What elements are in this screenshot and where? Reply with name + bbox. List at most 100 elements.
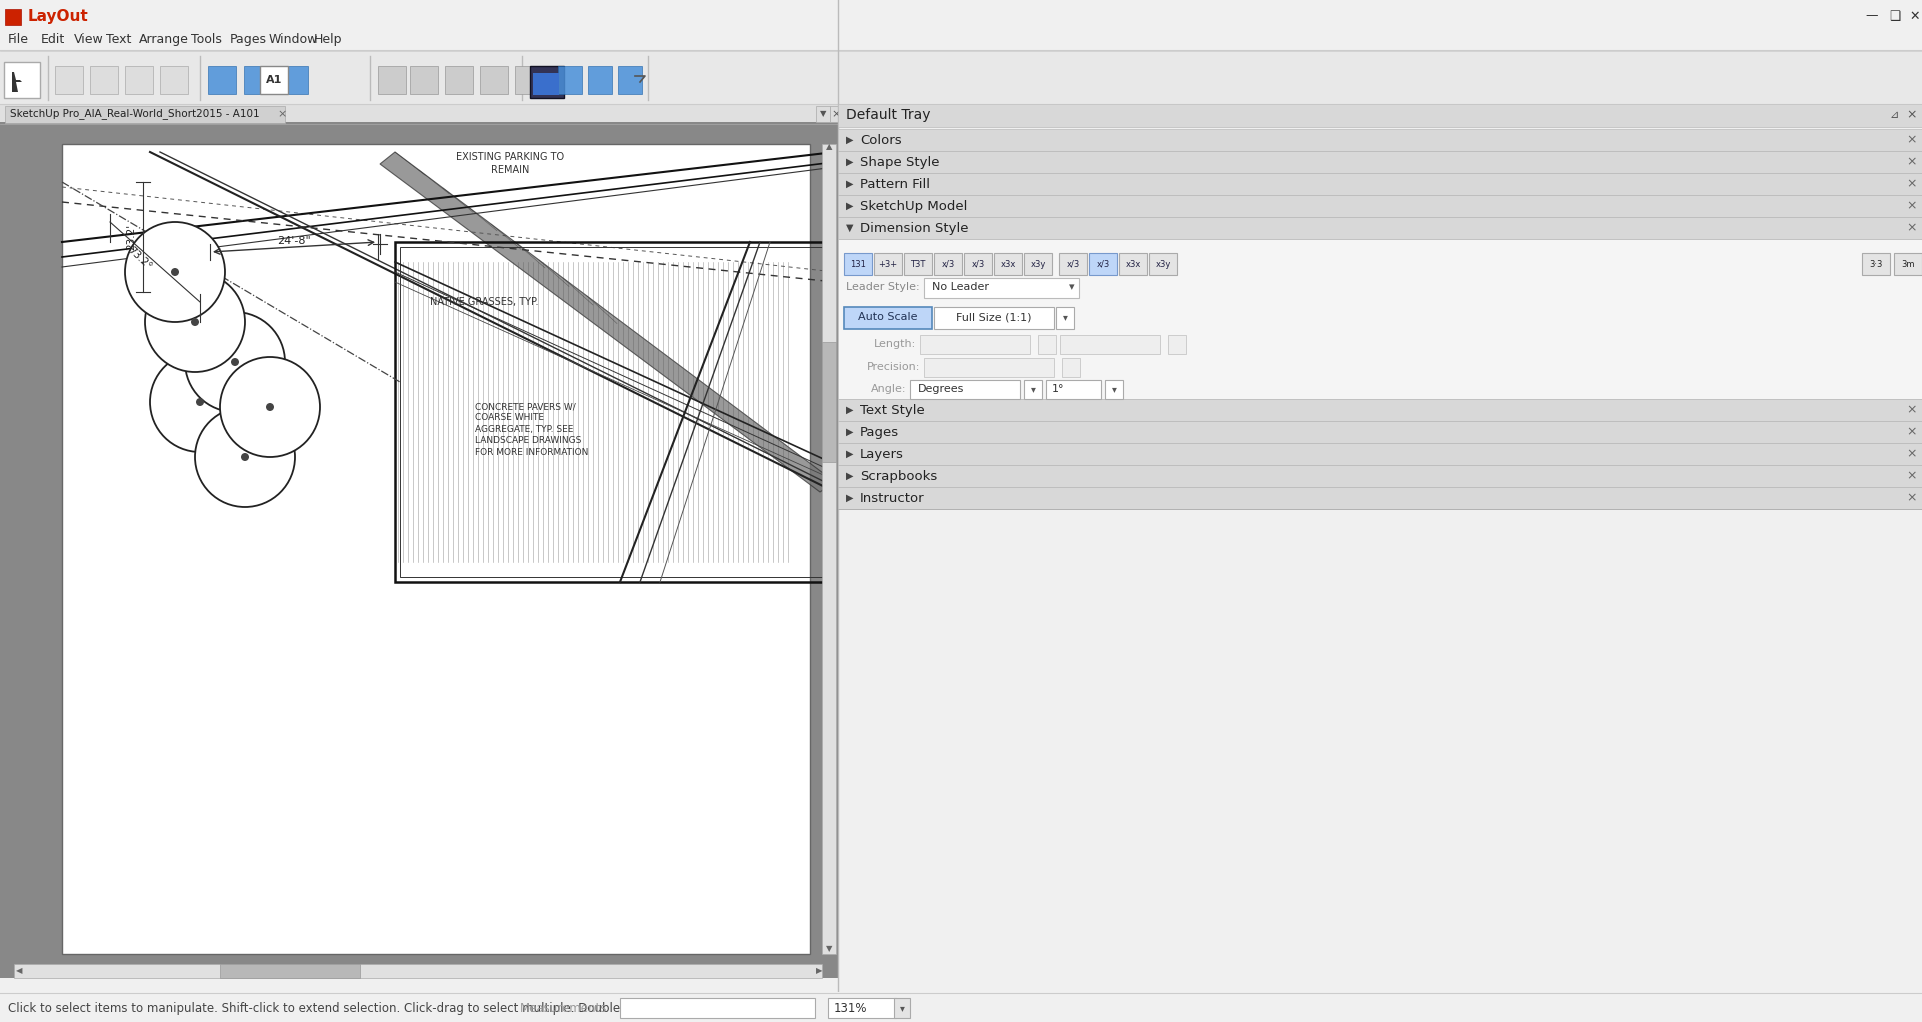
Bar [875, 253, 901, 275]
Bar [1090, 253, 1117, 275]
Bar [13, 964, 823, 978]
Text: ▶: ▶ [846, 135, 853, 145]
Text: Leader Style:: Leader Style: [846, 282, 921, 292]
Text: Scrapbooks: Scrapbooks [859, 469, 938, 482]
Bar [838, 421, 1922, 443]
Text: ×: × [1907, 404, 1918, 417]
Text: ▼: ▼ [846, 223, 853, 233]
Bar [1024, 253, 1051, 275]
Bar [1046, 380, 1101, 399]
Bar [924, 278, 1078, 298]
Text: Default Tray: Default Tray [846, 108, 930, 122]
Text: ▼: ▼ [821, 109, 826, 119]
Text: +3+: +3+ [878, 260, 898, 269]
Bar [400, 247, 825, 577]
Bar [817, 106, 830, 122]
Bar [0, 122, 840, 978]
Text: Degrees: Degrees [919, 384, 965, 394]
Text: ▶: ▶ [815, 967, 823, 976]
Circle shape [265, 403, 275, 411]
Text: ▼: ▼ [826, 944, 832, 954]
Text: Edit: Edit [40, 33, 65, 46]
Circle shape [190, 318, 200, 326]
Bar [379, 66, 406, 94]
Text: ×: × [1907, 222, 1918, 234]
Circle shape [196, 398, 204, 406]
Text: No Leader: No Leader [932, 282, 990, 292]
Text: ▾: ▾ [1030, 384, 1036, 394]
Bar [838, 399, 1922, 421]
Text: x3x: x3x [999, 260, 1015, 269]
Bar [838, 129, 1922, 151]
Text: ▶: ▶ [846, 179, 853, 189]
Circle shape [144, 272, 244, 372]
Bar [994, 253, 1023, 275]
Text: ⊿: ⊿ [1889, 110, 1899, 120]
Text: ▾: ▾ [899, 1003, 905, 1013]
Text: ×: × [1907, 108, 1918, 122]
Text: Pages: Pages [859, 425, 899, 438]
Text: SketchUp Model: SketchUp Model [859, 199, 967, 213]
Bar [924, 358, 1053, 377]
Bar [838, 239, 1922, 399]
Text: x/3: x/3 [942, 260, 955, 269]
Text: A1: A1 [265, 75, 283, 85]
Bar [1893, 253, 1922, 275]
Bar [844, 253, 873, 275]
Text: ▶: ▶ [846, 449, 853, 459]
Text: ×: × [1907, 199, 1918, 213]
Bar [244, 66, 273, 94]
Text: Window: Window [269, 33, 317, 46]
Bar [219, 964, 359, 978]
Bar [4, 62, 40, 98]
Text: Instructor: Instructor [859, 492, 924, 505]
Circle shape [219, 357, 319, 457]
Text: ✕: ✕ [1910, 9, 1920, 22]
Bar [1063, 358, 1080, 377]
Text: 131%: 131% [834, 1002, 867, 1015]
Text: ×: × [832, 109, 840, 119]
Text: ▾: ▾ [1063, 312, 1067, 322]
Text: ▶: ▶ [846, 201, 853, 211]
Bar [838, 443, 1922, 465]
Text: T3T: T3T [911, 260, 926, 269]
Bar [830, 106, 842, 122]
Text: ×: × [1907, 178, 1918, 190]
Bar [0, 104, 840, 124]
Text: ◀: ◀ [15, 967, 23, 976]
Text: x/3: x/3 [1067, 260, 1080, 269]
Bar [903, 253, 932, 275]
Text: 1°: 1° [1051, 384, 1065, 394]
Circle shape [240, 453, 250, 461]
Text: ×: × [277, 109, 286, 119]
Circle shape [150, 352, 250, 452]
Bar [921, 335, 1030, 354]
Text: View: View [73, 33, 104, 46]
Bar [823, 144, 836, 954]
Text: Arrange: Arrange [138, 33, 188, 46]
Text: ▶: ▶ [846, 405, 853, 415]
Text: ▶: ▶ [846, 493, 853, 503]
Bar [894, 998, 909, 1018]
Bar [838, 487, 1922, 509]
Bar [838, 195, 1922, 217]
Bar [838, 173, 1922, 195]
Text: x3y: x3y [1155, 260, 1170, 269]
Bar [281, 66, 308, 94]
Bar [844, 307, 932, 329]
Bar [208, 66, 236, 94]
Text: NATIVE GRASSES, TYP.: NATIVE GRASSES, TYP. [431, 297, 538, 307]
Bar [1105, 380, 1122, 399]
Text: Precision:: Precision: [867, 362, 921, 372]
Circle shape [231, 358, 238, 366]
Text: ▶: ▶ [846, 427, 853, 437]
Bar [621, 998, 815, 1018]
Text: ▶: ▶ [846, 471, 853, 481]
Text: Pages: Pages [229, 33, 267, 46]
Text: —: — [1866, 9, 1878, 22]
Bar [90, 66, 117, 94]
Bar [1059, 253, 1088, 275]
Bar [0, 28, 1922, 50]
Circle shape [194, 407, 294, 507]
Bar [909, 380, 1021, 399]
